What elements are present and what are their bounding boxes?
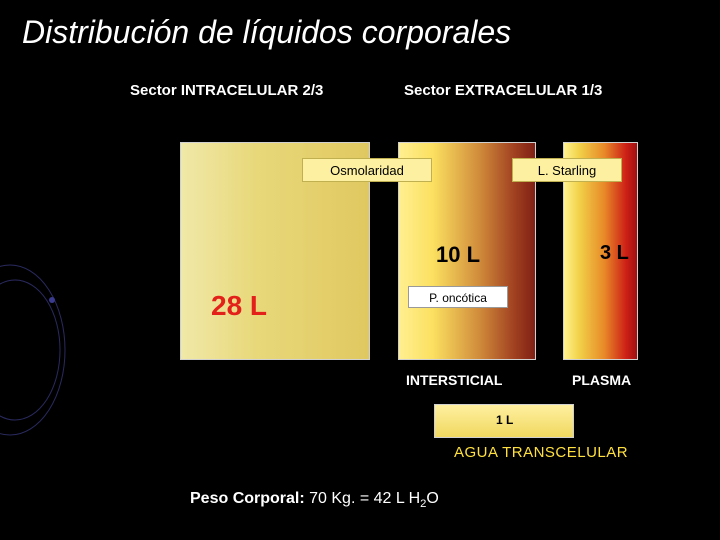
membrane-capilar-m: M. xyxy=(542,192,554,204)
membrane-celular-m: M. xyxy=(376,192,388,204)
starling-tag: L. Starling xyxy=(512,158,622,182)
label-agua-transcelular: AGUA TRANSCELULAR xyxy=(454,444,628,461)
membrane-capilar-vertical: CAPILAR xyxy=(542,214,556,295)
footer-rest: 70 Kg. = 42 L H xyxy=(305,490,420,507)
footer-tail: O xyxy=(426,490,438,507)
slide-title: Distribución de líquidos corporales xyxy=(22,14,511,51)
membrane-celular-vertical: CELULAR xyxy=(376,214,390,295)
volume-intracelular: 28 L xyxy=(211,290,267,322)
footer-bold: Peso Corporal: xyxy=(190,490,305,507)
volume-intersticial: 10 L xyxy=(436,242,480,268)
volume-transcelular: 1 L xyxy=(496,413,513,427)
label-plasma: PLASMA xyxy=(572,372,631,388)
oncotica-tag: P. oncótica xyxy=(408,286,508,308)
label-intersticial: INTERSTICIAL xyxy=(406,372,502,388)
volume-plasma: 3 L xyxy=(600,242,629,265)
orbit-decoration xyxy=(0,260,90,440)
osmolaridad-tag: Osmolaridad xyxy=(302,158,432,182)
sector-extracelular-label: Sector EXTRACELULAR 1/3 xyxy=(404,82,602,99)
sector-intracelular-label: Sector INTRACELULAR 2/3 xyxy=(130,82,323,99)
footer-peso-corporal: Peso Corporal: 70 Kg. = 42 L H2O xyxy=(190,490,439,510)
